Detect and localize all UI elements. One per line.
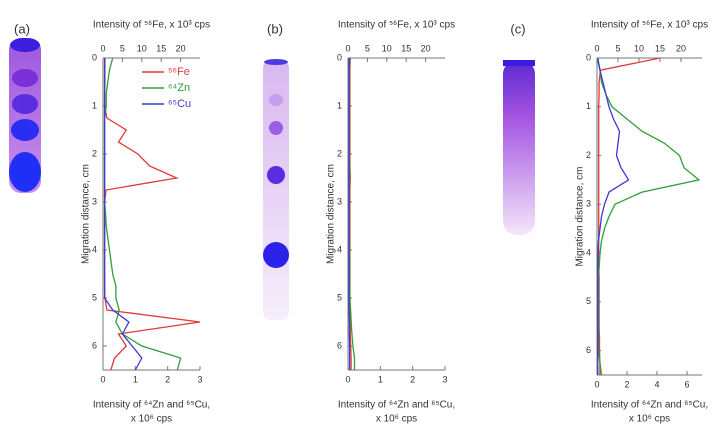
legend-label: ⁵⁶Fe bbox=[168, 66, 190, 78]
y-tick-label: 3 bbox=[92, 196, 97, 206]
x-tick-label: 6 bbox=[684, 379, 689, 389]
bottom-axis-title: Intensity of ⁶⁴Zn and ⁶⁵Cu, bbox=[338, 400, 455, 411]
x2-tick-label: 5 bbox=[120, 43, 125, 53]
bottom-axis-title: x 10⁶ cps bbox=[376, 414, 417, 425]
x-tick-label: 3 bbox=[442, 374, 447, 384]
x2-tick-label: 20 bbox=[176, 43, 186, 53]
panel-label: (a) bbox=[14, 21, 30, 36]
x2-tick-label: 0 bbox=[594, 43, 599, 53]
x2-tick-label: 15 bbox=[401, 43, 411, 53]
x2-tick-label: 20 bbox=[421, 43, 431, 53]
series-line bbox=[598, 57, 661, 375]
y-tick-label: 4 bbox=[337, 244, 342, 254]
y-tick-label: 5 bbox=[92, 292, 97, 302]
gel-image-b bbox=[263, 59, 289, 320]
bottom-axis-title: Intensity of ⁶⁴Zn and ⁶⁵Cu, bbox=[591, 400, 708, 411]
x-tick-label: 1 bbox=[133, 374, 138, 384]
bottom-axis-title: Intensity of ⁶⁴Zn and ⁶⁵Cu, bbox=[93, 400, 210, 411]
y-tick-label: 5 bbox=[586, 296, 591, 306]
y-tick-label: 3 bbox=[337, 196, 342, 206]
x-tick-label: 0 bbox=[100, 374, 105, 384]
y-axis-title: Migration distance, cm bbox=[575, 166, 586, 266]
y-tick-label: 2 bbox=[586, 150, 591, 160]
top-axis-title: Intensity of ⁵⁶Fe, x 10³ cps bbox=[338, 20, 455, 31]
y-tick-label: 2 bbox=[337, 148, 342, 158]
x2-tick-label: 5 bbox=[615, 43, 620, 53]
gel-image-c bbox=[503, 60, 535, 235]
top-axis-title: Intensity of ⁵⁶Fe, x 10³ cps bbox=[93, 20, 210, 31]
y-tick-label: 6 bbox=[337, 340, 342, 350]
series-line bbox=[103, 58, 143, 371]
panel-label: (c) bbox=[510, 21, 525, 36]
x-tick-label: 2 bbox=[624, 379, 629, 389]
series-line bbox=[348, 58, 351, 370]
x2-tick-label: 10 bbox=[137, 43, 147, 53]
x-tick-label: 0 bbox=[594, 379, 599, 389]
x-tick-label: 2 bbox=[165, 374, 170, 384]
y-tick-label: 1 bbox=[92, 100, 97, 110]
y-tick-label: 1 bbox=[337, 100, 342, 110]
x2-tick-label: 15 bbox=[156, 43, 166, 53]
series-line bbox=[596, 57, 701, 376]
y-tick-label: 0 bbox=[337, 52, 342, 62]
x2-tick-label: 0 bbox=[100, 43, 105, 53]
y-tick-label: 4 bbox=[586, 247, 591, 257]
y-tick-label: 0 bbox=[92, 52, 97, 62]
bottom-axis-title: x 10⁶ cps bbox=[131, 414, 172, 425]
legend-label: ⁶⁴Zn bbox=[168, 82, 190, 94]
y-tick-label: 4 bbox=[92, 244, 97, 254]
y-tick-label: 0 bbox=[586, 52, 591, 62]
x2-tick-label: 10 bbox=[634, 43, 644, 53]
x2-tick-label: 5 bbox=[365, 43, 370, 53]
y-axis-title: Migration distance, cm bbox=[326, 164, 337, 264]
y-tick-label: 1 bbox=[586, 101, 591, 111]
y-tick-label: 3 bbox=[586, 199, 591, 209]
legend-label: ⁶⁵Cu bbox=[168, 98, 191, 110]
y-tick-label: 6 bbox=[92, 340, 97, 350]
x2-tick-label: 0 bbox=[345, 43, 350, 53]
panel-label: (b) bbox=[267, 21, 283, 36]
y-tick-label: 2 bbox=[92, 148, 97, 158]
x-tick-label: 1 bbox=[378, 374, 383, 384]
x-tick-label: 3 bbox=[197, 374, 202, 384]
series-line bbox=[103, 57, 182, 371]
x-tick-label: 0 bbox=[345, 374, 350, 384]
y-tick-label: 6 bbox=[586, 345, 591, 355]
y-tick-label: 5 bbox=[337, 292, 342, 302]
y-axis-title: Migration distance, cm bbox=[81, 164, 92, 264]
x2-tick-label: 15 bbox=[655, 43, 665, 53]
x2-tick-label: 20 bbox=[676, 43, 686, 53]
series-line bbox=[597, 57, 630, 375]
x-tick-label: 4 bbox=[654, 379, 659, 389]
x2-tick-label: 10 bbox=[382, 43, 392, 53]
x-tick-label: 2 bbox=[410, 374, 415, 384]
bottom-axis-title: x 10⁶ cps bbox=[629, 414, 670, 425]
top-axis-title: Intensity of ⁵⁶Fe, x 10³ cps bbox=[591, 20, 708, 31]
gel-image-a bbox=[9, 38, 41, 193]
